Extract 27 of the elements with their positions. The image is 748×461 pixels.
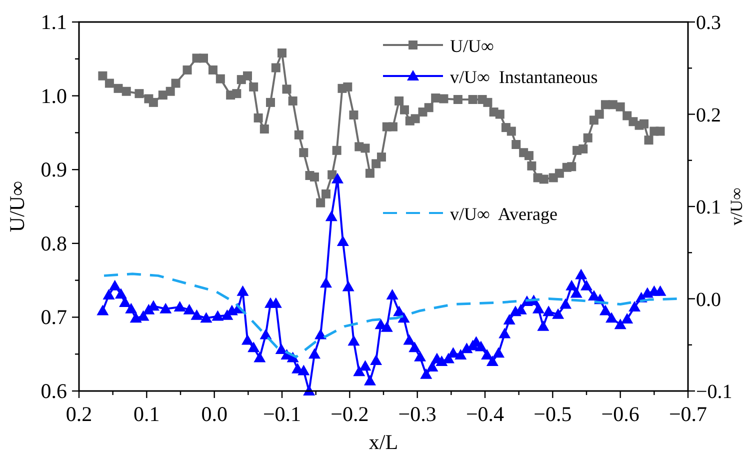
x-axis-title: x/L bbox=[368, 430, 398, 454]
y-tick-label: 0.9 bbox=[40, 158, 67, 182]
x-tick-label: −0.4 bbox=[466, 402, 505, 426]
y2-tick-label: 0.3 bbox=[696, 12, 721, 34]
y2-tick-label: 0.0 bbox=[696, 288, 721, 311]
legend-label: v/U∞ Instantaneous bbox=[450, 67, 598, 87]
x-tick-label: 0.0 bbox=[201, 402, 228, 426]
y-tick-label: 0.7 bbox=[40, 305, 67, 330]
y2-tick-label: 0.2 bbox=[696, 104, 721, 126]
x-tick-label: −0.7 bbox=[668, 402, 708, 426]
y-axis-title: U/U∞ bbox=[5, 180, 29, 232]
x-tick-label: 0.1 bbox=[134, 402, 160, 426]
y-tick-label: 1.1 bbox=[40, 10, 67, 34]
x-tick-label: −0.2 bbox=[330, 402, 369, 426]
y-tick-label: 1.0 bbox=[40, 84, 67, 108]
x-tick-label: −0.1 bbox=[262, 402, 302, 426]
x-tick-label: 0.2 bbox=[66, 402, 92, 426]
x-tick-label: −0.3 bbox=[398, 402, 436, 426]
y2-tick-label: 0.1 bbox=[696, 196, 721, 218]
y2-axis-title: v/U∞ bbox=[727, 188, 746, 226]
y-tick-label: 0.8 bbox=[40, 231, 67, 256]
y2-tick-label: −0.1 bbox=[696, 381, 732, 403]
x-tick-label: −0.5 bbox=[534, 402, 572, 426]
legend-label: v/U∞ Average bbox=[450, 204, 558, 224]
legend-label: U/U∞ bbox=[450, 36, 494, 56]
y-tick-label: 0.6 bbox=[40, 379, 67, 403]
x-tick-label: −0.6 bbox=[601, 402, 640, 426]
